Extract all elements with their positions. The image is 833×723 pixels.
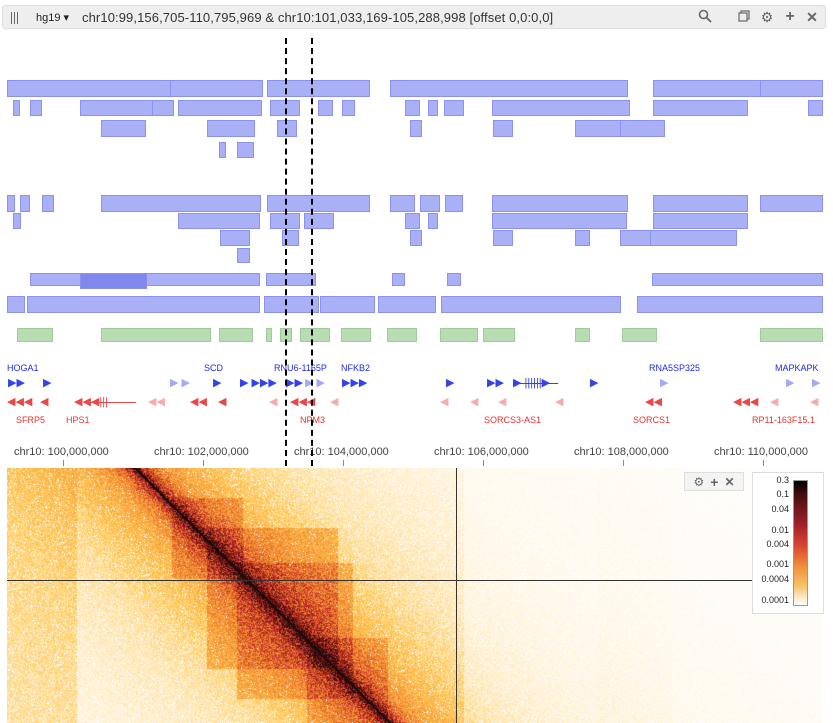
colorbar-label: 0.001 — [766, 559, 789, 569]
colorbar-label: 0.04 — [771, 504, 789, 514]
gene-label[interactable]: SFRP5 — [16, 415, 46, 425]
colorbar-label: 0.01 — [771, 525, 789, 535]
gene-label[interactable]: RNA5SP325 — [649, 363, 701, 373]
gene-label[interactable]: HOGA1 — [7, 363, 39, 373]
search-icon[interactable] — [697, 9, 713, 25]
axis-tick-label: chr10: 106,000,000 — [434, 446, 529, 458]
drag-handle-icon[interactable] — [11, 12, 20, 24]
gear-icon[interactable]: ⚙ — [760, 9, 774, 25]
plus-icon[interactable]: + — [710, 473, 719, 490]
axis-tick-label: chr10: 102,000,000 — [154, 446, 249, 458]
colorbar-gradient — [793, 480, 808, 606]
colorbar-label: 0.0004 — [761, 574, 789, 584]
crosshair-vertical — [456, 468, 457, 723]
assembly-selector[interactable]: hg19 ▾ — [36, 12, 70, 24]
crosshair-horizontal — [7, 580, 822, 581]
heatmap-track-controls: ⚙ + ✕ — [684, 472, 744, 491]
gene-label[interactable]: MAPKAPK — [775, 363, 819, 373]
close-icon[interactable]: ✕ — [806, 9, 818, 25]
gene-label[interactable]: HPS1 — [66, 415, 90, 425]
colorbar-label: 0.1 — [776, 489, 789, 499]
gear-icon[interactable]: ⚙ — [693, 474, 705, 489]
axis-tick-label: chr10: 110,000,000 — [714, 446, 808, 458]
genomic-location-input[interactable]: chr10:99,156,705-110,795,969 & chr10:101… — [82, 10, 554, 25]
colorbar-label: 0.3 — [776, 475, 789, 485]
axis-tick-label: chr10: 104,000,000 — [294, 446, 389, 458]
gene-label[interactable]: SORCS1 — [633, 415, 671, 425]
viewport-projection-right[interactable] — [311, 38, 313, 466]
track-area: HOGA1 SCD RNU6-1165P NFKB2 RNA5SP325 MAP… — [0, 30, 833, 470]
gene-label[interactable]: SCD — [204, 363, 224, 373]
view-header: hg19 ▾ chr10:99,156,705-110,795,969 & ch… — [2, 5, 826, 29]
viewport-projection-left[interactable] — [285, 38, 287, 466]
colorbar-label: 0.004 — [766, 539, 789, 549]
hic-contact-heatmap[interactable] — [7, 468, 822, 723]
gene-label[interactable]: RP11-163F15.1 — [752, 415, 815, 425]
gene-label[interactable]: RNU6-1165P — [274, 363, 327, 373]
gene-label[interactable]: SORCS3-AS1 — [484, 415, 542, 425]
colorbar-label: 0.0001 — [761, 595, 789, 605]
plus-icon[interactable]: + — [785, 8, 795, 25]
heatmap-colorbar[interactable]: 0.3 0.1 0.04 0.01 0.004 0.001 0.0004 0.0… — [752, 472, 824, 614]
gene-label[interactable]: NFKB2 — [341, 363, 371, 373]
copy-icon[interactable] — [736, 9, 752, 25]
chromosome-axis: chr10: 100,000,000 chr10: 102,000,000 ch… — [0, 438, 833, 468]
close-icon[interactable]: ✕ — [724, 474, 735, 489]
axis-tick-label: chr10: 108,000,000 — [574, 446, 669, 458]
axis-tick-label: chr10: 100,000,000 — [14, 446, 109, 458]
